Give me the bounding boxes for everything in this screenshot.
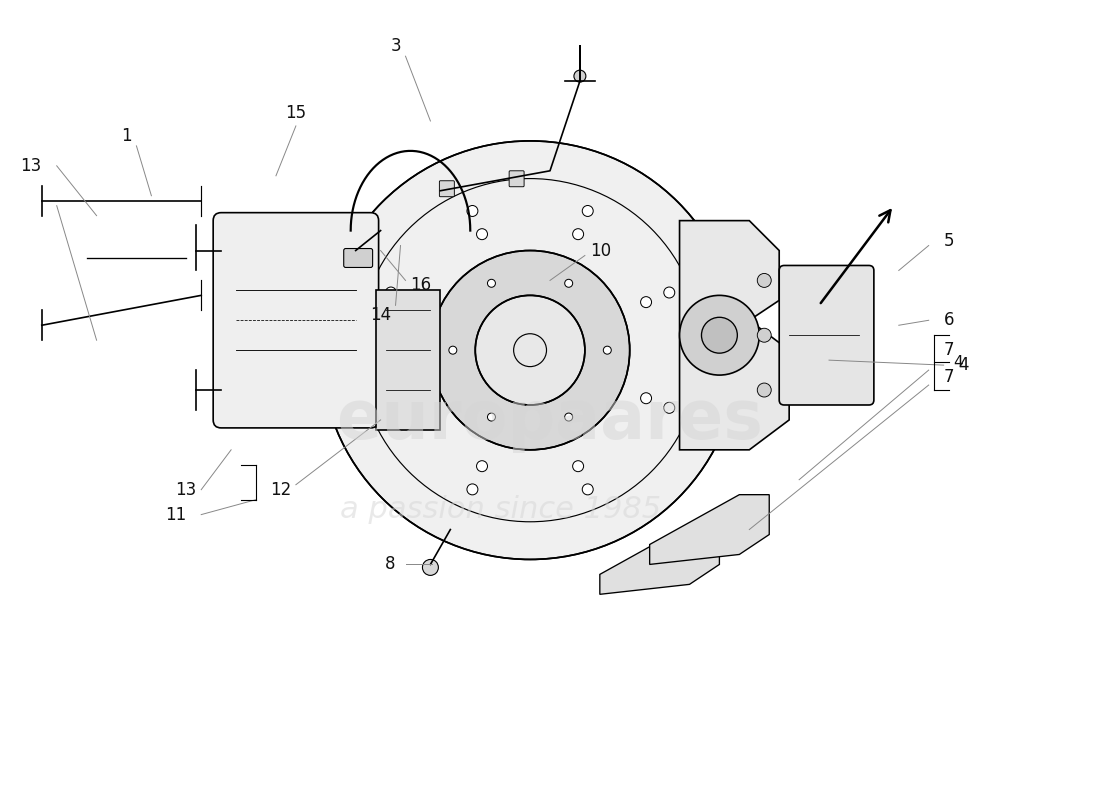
FancyBboxPatch shape [509, 170, 524, 186]
Circle shape [487, 413, 495, 421]
Circle shape [385, 402, 396, 414]
Circle shape [603, 346, 612, 354]
Circle shape [757, 328, 771, 342]
Circle shape [564, 279, 573, 287]
Text: 7: 7 [944, 341, 954, 359]
Text: 10: 10 [590, 242, 610, 259]
Circle shape [574, 70, 586, 82]
FancyBboxPatch shape [779, 266, 873, 405]
Circle shape [640, 393, 651, 404]
Text: 13: 13 [175, 481, 196, 498]
Circle shape [573, 461, 584, 472]
Circle shape [408, 297, 419, 308]
Circle shape [430, 250, 629, 450]
Circle shape [573, 229, 584, 240]
Text: 16: 16 [410, 276, 431, 294]
Circle shape [680, 295, 759, 375]
Text: europaares: europaares [337, 387, 763, 453]
Circle shape [476, 229, 487, 240]
Polygon shape [680, 221, 789, 450]
Circle shape [640, 297, 651, 308]
Circle shape [757, 274, 771, 287]
Text: 13: 13 [21, 157, 42, 175]
Text: 4: 4 [958, 356, 969, 374]
Text: 8: 8 [385, 555, 396, 574]
Circle shape [321, 141, 739, 559]
Circle shape [582, 484, 593, 495]
Circle shape [663, 287, 674, 298]
Text: 14: 14 [370, 306, 392, 324]
Text: 12: 12 [271, 481, 292, 498]
FancyBboxPatch shape [439, 181, 454, 197]
Text: 11: 11 [165, 506, 186, 524]
Text: 6: 6 [944, 311, 954, 330]
Circle shape [582, 206, 593, 217]
FancyBboxPatch shape [213, 213, 378, 428]
Text: 7: 7 [944, 368, 954, 386]
Polygon shape [375, 290, 440, 430]
Circle shape [663, 402, 674, 414]
Text: a passion since 1985: a passion since 1985 [340, 495, 661, 524]
Text: 1: 1 [121, 127, 132, 145]
Circle shape [564, 413, 573, 421]
Circle shape [476, 461, 487, 472]
Circle shape [449, 346, 456, 354]
Circle shape [385, 287, 396, 298]
Text: 5: 5 [944, 231, 954, 250]
FancyBboxPatch shape [343, 249, 373, 267]
Circle shape [487, 279, 495, 287]
Circle shape [466, 206, 477, 217]
Circle shape [422, 559, 439, 575]
Circle shape [757, 383, 771, 397]
Text: 3: 3 [390, 38, 400, 55]
Polygon shape [600, 525, 719, 594]
Circle shape [466, 484, 477, 495]
Text: 15: 15 [285, 104, 307, 122]
Circle shape [475, 295, 585, 405]
Polygon shape [650, 494, 769, 565]
Circle shape [702, 318, 737, 353]
Text: 4: 4 [954, 354, 964, 370]
Circle shape [408, 393, 419, 404]
